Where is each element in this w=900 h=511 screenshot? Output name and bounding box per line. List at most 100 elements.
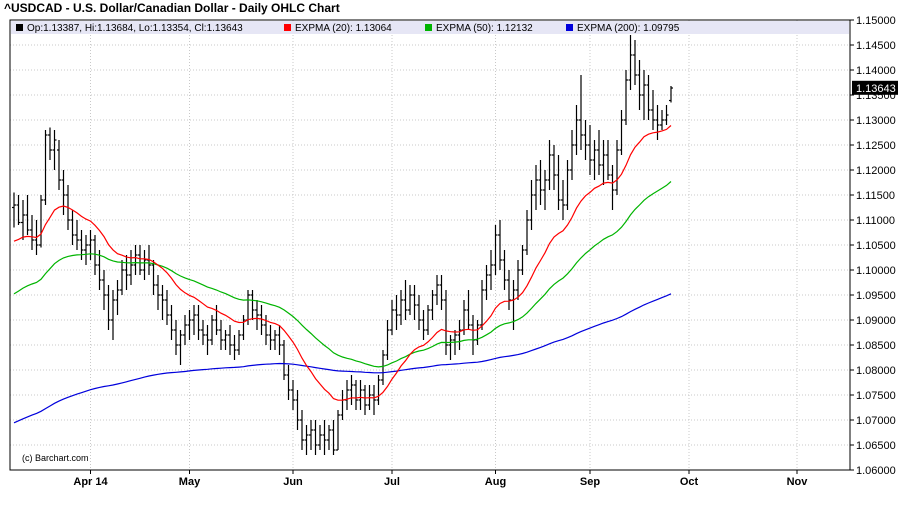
ohlc-bar: [237, 330, 241, 355]
ohlc-bar: [318, 425, 322, 450]
ohlc-bar: [592, 140, 597, 180]
ohlc-bar: [16, 195, 21, 225]
ohlc-bar: [664, 105, 669, 125]
ohlc-bar: [394, 295, 399, 330]
ohlc-bar: [349, 375, 354, 405]
ohlc-bar: [426, 305, 430, 335]
y-tick-label: 1.14000: [856, 65, 896, 77]
ohlc-bar: [120, 260, 124, 295]
ohlc-bar: [372, 385, 376, 415]
ohlc-bar: [133, 245, 138, 275]
ohlc-bar: [241, 315, 246, 340]
ohlc-bar: [84, 235, 88, 265]
y-tick-label: 1.11500: [856, 190, 895, 202]
ohlc-bar: [39, 195, 43, 248]
x-tick-label: Jun: [283, 476, 303, 488]
ohlc-bar: [273, 330, 277, 350]
x-tick-label: Sep: [580, 476, 600, 488]
ohlc-bar: [61, 170, 66, 215]
ohlc-bar: [417, 295, 421, 330]
ohlc-bar: [588, 125, 592, 175]
ohlc-bar: [309, 420, 313, 450]
ohlc-bar: [313, 420, 318, 455]
ohlc-bar: [574, 105, 579, 155]
ohlc-bar: [628, 35, 633, 90]
ohlc-bar: [304, 425, 309, 455]
legend-bar: Op:1.13387, Hi:1.13684, Lo:1.13354, Cl:1…: [11, 21, 849, 34]
ohlc-bar: [570, 130, 574, 180]
ohlc-bar: [606, 140, 610, 180]
x-tick-label: Aug: [485, 476, 506, 488]
ohlc-bar: [457, 320, 462, 350]
y-tick-label: 1.11000: [856, 215, 895, 227]
ohlc-bar: [637, 60, 642, 110]
ohlc-bar: [12, 192, 16, 228]
ohlc-bar: [115, 280, 120, 315]
ohlc-bar: [480, 280, 484, 330]
y-tick-label: 1.07500: [856, 390, 896, 402]
ohlc-bar: [421, 310, 426, 340]
ohlc-bar: [466, 290, 471, 330]
ohlc-bar: [610, 165, 615, 210]
last-price-box: [852, 80, 898, 95]
y-tick-label: 1.07000: [856, 415, 896, 427]
ohlc-bar: [619, 110, 624, 155]
y-tick-label: 1.08000: [856, 365, 896, 377]
ohlc-bar: [538, 160, 543, 205]
x-tick-label: Jul: [384, 476, 400, 488]
ohlc-bar: [507, 270, 511, 310]
ohlc-bar: [322, 420, 327, 455]
moving-averages: [13, 125, 672, 424]
ohlc-bar: [277, 325, 282, 355]
ohlc-bar: [556, 155, 561, 210]
ohlc-bar: [291, 380, 295, 410]
y-tick-label: 1.13000: [856, 115, 896, 127]
y-tick-label: 1.09500: [856, 290, 896, 302]
grid-lines: [10, 20, 850, 470]
ohlc-bar: [358, 380, 363, 410]
ohlc-bar: [88, 230, 93, 260]
ohlc-bar: [232, 335, 237, 360]
ohlc-bar: [516, 260, 520, 300]
ohlc-bar: [399, 290, 403, 325]
ohlc-bar: [205, 325, 210, 355]
x-tick-label: Nov: [787, 476, 809, 488]
ohlc-bar: [552, 145, 556, 190]
ohlc-bar: [129, 250, 133, 285]
ohlc-bar: [331, 420, 336, 455]
ohlc-bar: [534, 165, 538, 210]
ohlc-bar: [52, 130, 57, 170]
ohlc-bar: [597, 130, 601, 175]
y-tick-label: 1.10500: [856, 240, 896, 252]
x-axis: Apr 14 May Jun Jul Aug Sep Oct Nov: [73, 470, 808, 488]
ohlc-bar: [669, 86, 673, 103]
ohlc-bar: [93, 235, 97, 275]
ohlc-bar: [30, 215, 34, 250]
last-price-label: 1.13643: [856, 83, 896, 95]
ohlc-bar: [601, 140, 606, 185]
ohlc-bar: [210, 315, 214, 345]
ohlc-bar: [142, 250, 147, 280]
ohlc-bar: [376, 375, 381, 405]
ohlc-bar: [201, 320, 205, 345]
ohlc-bar: [48, 127, 52, 160]
ohlc-bar: [219, 320, 223, 350]
ohlc-bar: [390, 300, 394, 335]
ohlc-bar: [111, 290, 115, 340]
ohlc-bar: [151, 260, 156, 295]
barchart-credit: (c) Barchart.com: [22, 453, 89, 463]
y-tick-label: 1.12000: [856, 165, 896, 177]
y-tick-label: 1.10000: [856, 265, 896, 277]
x-tick-label: May: [179, 476, 201, 488]
ohlc-bar: [448, 335, 453, 360]
ohlc-bar: [579, 75, 583, 150]
legend-ema200-text: EXPMA (200): 1.09795: [577, 23, 680, 34]
y-tick-label: 1.09000: [856, 315, 896, 327]
ohlc-bar: [102, 270, 106, 310]
ohlc-bar: [70, 210, 75, 245]
ohlc-bar: [300, 410, 304, 450]
y-tick-label: 1.12500: [856, 140, 896, 152]
ohlc-bar: [385, 320, 390, 360]
ohlc-bar: [223, 330, 228, 350]
legend-swatch-ema200: [566, 24, 573, 31]
